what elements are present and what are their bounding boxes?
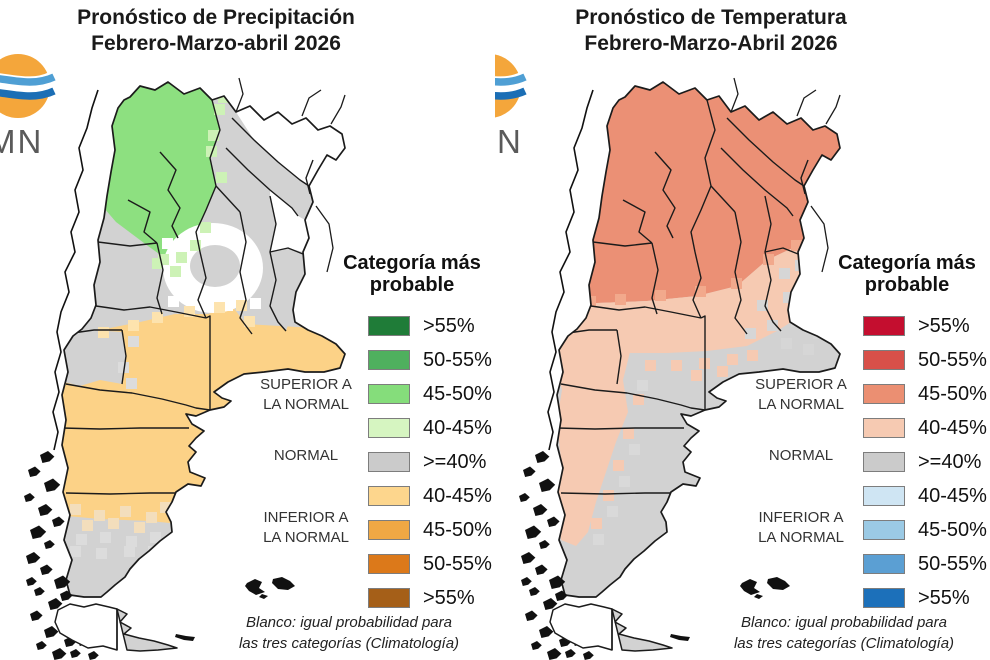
fjord-islands [24,451,99,660]
province-borders [62,99,314,495]
smn-logo-wave-top-icon [495,73,527,86]
tierra-del-fuego [54,603,178,652]
map-title-precipitation: Pronóstico de Precipitación Febrero-Marz… [0,5,432,57]
smn-logo-letters: MN [0,123,43,160]
smn-logo-band [0,71,59,99]
map-title-line1: Pronóstico de Temperatura [575,6,847,29]
neighbour-borders [730,77,841,273]
malvinas-islands [670,577,790,641]
smn-logo-band [495,71,530,99]
panel-temperature: Pronóstico de Temperatura Febrero-Marzo-… [495,0,990,660]
map-title-temperature: Pronóstico de Temperatura Febrero-Marzo-… [495,5,927,57]
smn-logo-wave-bottom-icon [495,87,527,100]
country-outline [556,81,841,598]
argentina-map-temperature [519,77,841,660]
tierra-del-fuego [549,603,673,652]
smn-logo-letters: N [497,123,523,160]
smn-logo: MN [0,53,74,170]
smn-logo-wave-bottom-icon [0,87,56,100]
neighbour-borders [235,77,346,273]
malvinas-islands [175,577,295,641]
panel-precipitation: Pronóstico de Precipitación Febrero-Marz… [0,5,492,660]
country-outline [61,81,346,598]
smn-logo-wave-top-icon [0,73,56,86]
fjord-islands [519,451,594,660]
map-title-line2: Febrero-Marzo-abril 2026 [91,32,341,55]
map-title-line2: Febrero-Marzo-Abril 2026 [584,32,838,55]
argentina-map-precipitation [24,77,346,660]
chile-coastline [52,89,99,451]
smn-logo: N [495,53,545,170]
map-title-line1: Pronóstico de Precipitación [77,6,355,29]
chile-coastline [547,89,594,451]
